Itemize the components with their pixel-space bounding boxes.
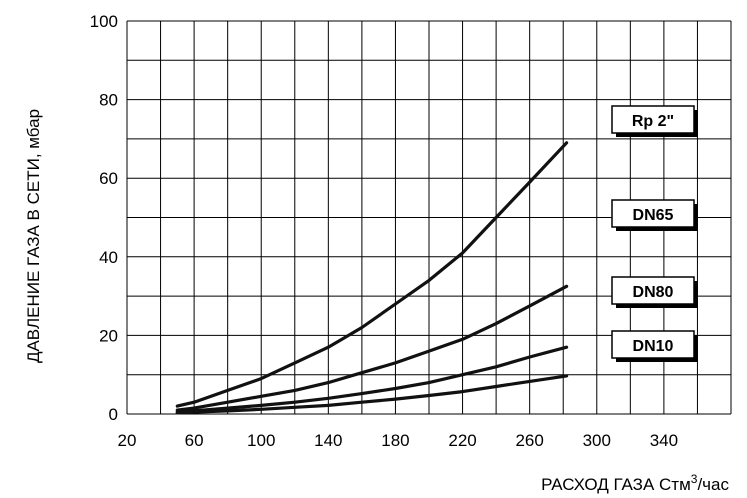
series-label-box xyxy=(611,330,695,359)
x-axis-tick-labels: 20 60 100 140 180 220 260 300 340 xyxy=(118,431,679,450)
series-labels: Rp 2" DN65 DN80 DN10 xyxy=(611,105,698,362)
y-tick-label: 20 xyxy=(99,326,118,345)
x-axis-title: РАСХОД ГАЗА Стм3/час xyxy=(541,472,729,494)
series-line-2 xyxy=(175,345,569,414)
x-axis-title-superscript: 3 xyxy=(691,472,698,486)
x-tick-label: 140 xyxy=(314,431,342,450)
y-tick-label: 40 xyxy=(99,248,118,267)
series-label-text: Rp 2" xyxy=(632,113,674,130)
series-label-text: DN65 xyxy=(633,207,674,224)
series-line-1 xyxy=(175,284,569,412)
x-axis-title-suffix: /час xyxy=(697,475,729,494)
series-line-3 xyxy=(175,374,569,415)
series-label-text: DN10 xyxy=(633,338,674,355)
y-axis-tick-labels: 0 20 40 60 80 100 xyxy=(90,12,118,424)
x-tick-label: 20 xyxy=(118,431,137,450)
x-axis-title-main: РАСХОД ГАЗА Стм xyxy=(541,475,691,494)
series-label-box xyxy=(611,276,695,305)
x-tick-label: 60 xyxy=(185,431,204,450)
series-label-text: DN80 xyxy=(633,284,674,301)
x-tick-label: 100 xyxy=(247,431,275,450)
y-axis-title: ДАВЛЕНИЕ ГАЗА В СЕТИ, мбар xyxy=(24,109,43,363)
x-tick-label: 260 xyxy=(515,431,543,450)
series-label-box xyxy=(611,199,695,228)
x-tick-label: 300 xyxy=(583,431,611,450)
y-tick-label: 100 xyxy=(90,12,118,31)
series-lines xyxy=(175,141,569,415)
x-tick-label: 220 xyxy=(448,431,476,450)
x-tick-label: 180 xyxy=(381,431,409,450)
series-label-box xyxy=(611,105,695,134)
y-tick-label: 0 xyxy=(109,405,118,424)
y-tick-label: 60 xyxy=(99,169,118,188)
series-line-0 xyxy=(175,141,569,408)
y-tick-label: 80 xyxy=(99,91,118,110)
x-tick-label: 340 xyxy=(650,431,678,450)
